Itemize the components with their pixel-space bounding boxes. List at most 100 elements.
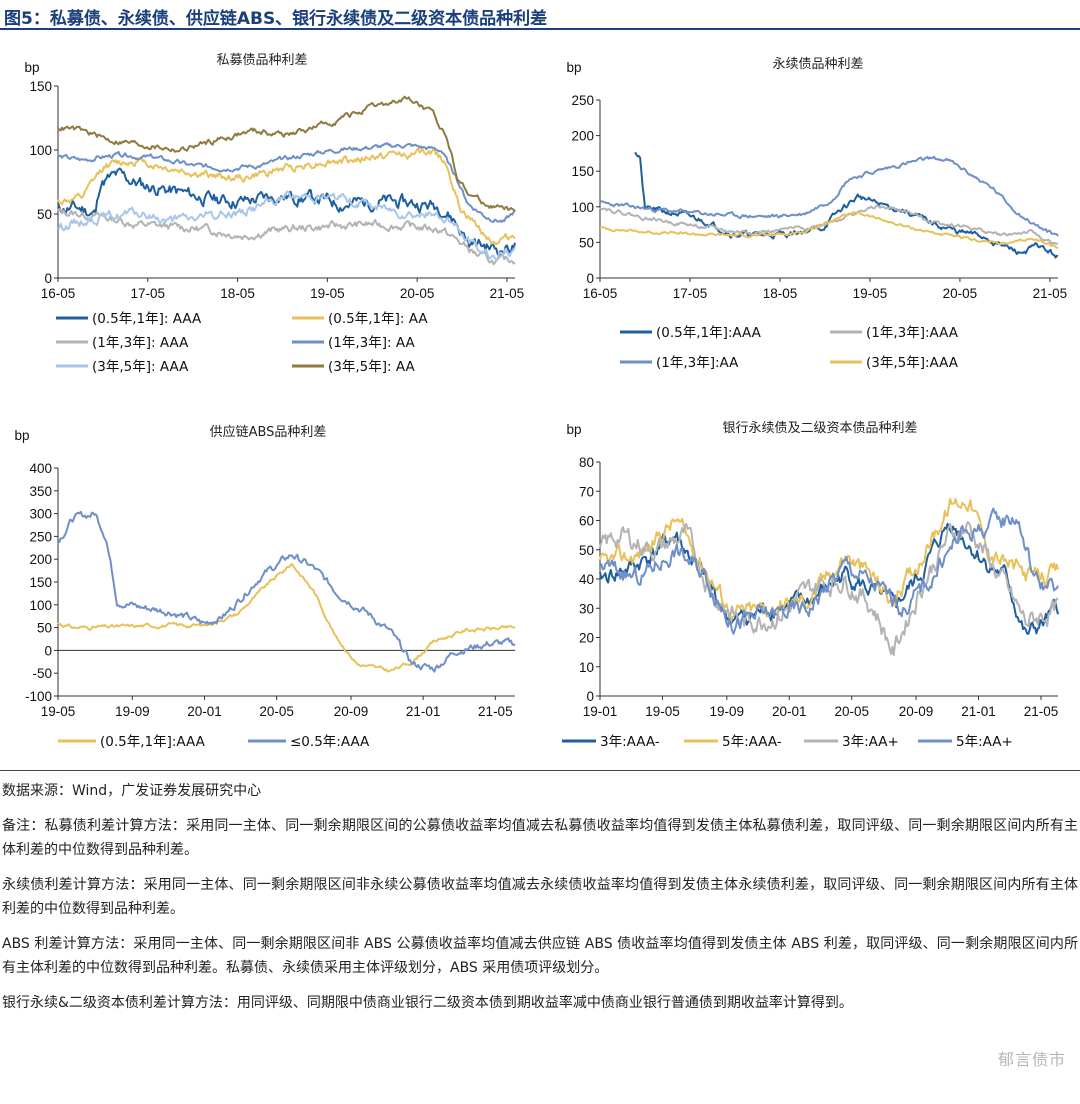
legend-label: (1年,3年]: AAA	[92, 335, 189, 351]
y-tick-label: 20	[579, 631, 594, 646]
series-line	[599, 521, 1059, 657]
chart-title: 私募债品种利差	[216, 53, 307, 68]
series-line	[634, 151, 1059, 259]
legend-label: (0.5年,1年]:AAA	[100, 734, 206, 750]
y-tick-label: 200	[571, 129, 594, 144]
x-tick-label: 18-05	[220, 286, 255, 301]
y-tick-label: 30	[579, 601, 594, 616]
note-abs: ABS 利差计算方法：采用同一主体、同一剩余期限区间非 ABS 公募债收益率均值…	[2, 936, 1078, 976]
y-tick-label: 350	[29, 484, 52, 499]
x-tick-label: 17-05	[673, 286, 708, 301]
x-tick-label: 20-05	[943, 286, 978, 301]
y-tick-label: 100	[571, 200, 594, 215]
y-axis-unit: bp	[566, 60, 581, 75]
y-tick-label: -50	[32, 666, 52, 681]
y-tick-label: 250	[29, 529, 52, 544]
x-tick-label: 19-09	[115, 704, 150, 719]
legend-label: (0.5年,1年]:AAA	[656, 325, 762, 341]
y-tick-label: -100	[25, 689, 52, 704]
series-line	[600, 211, 1059, 250]
legend-label: (0.5年,1年]: AAA	[92, 311, 202, 327]
x-tick-label: 20-09	[899, 704, 934, 719]
y-tick-label: 250	[571, 93, 594, 108]
x-tick-label: 20-05	[400, 286, 435, 301]
notes-section: 数据来源：Wind，广发证券发展研究中心 备注：私募债利差计算方法：采用同一主体…	[0, 770, 1080, 1104]
legend-label: (0.5年,1年]: AA	[328, 311, 428, 327]
series-line	[57, 190, 516, 262]
series-line	[57, 147, 516, 246]
x-tick-label: 20-05	[259, 704, 294, 719]
x-tick-label: 20-01	[187, 704, 222, 719]
x-tick-label: 19-09	[710, 704, 745, 719]
y-tick-label: 150	[29, 575, 52, 590]
x-tick-label: 21-05	[1033, 286, 1068, 301]
y-tick-label: 50	[579, 235, 594, 250]
y-tick-label: 0	[44, 643, 52, 658]
x-tick-label: 20-09	[334, 704, 369, 719]
data-source: 数据来源：Wind，广发证券发展研究中心	[2, 783, 262, 799]
series-line	[57, 207, 516, 266]
series-line	[57, 95, 516, 213]
note-private-placement: 备注：私募债利差计算方法：采用同一主体、同一剩余期限区间的公募债收益率均值减去私…	[2, 818, 1078, 858]
bank-capital-bond-spread-chart: 银行永续债及二级资本债品种利差 bp 0 10 20 30 40 50 60 70 80 19-01 1…	[562, 421, 1059, 750]
y-tick-label: 50	[579, 543, 594, 558]
series-line	[599, 155, 1059, 237]
x-tick-label: 19-05	[645, 704, 680, 719]
y-tick-label: 80	[579, 455, 594, 470]
y-tick-label: 100	[29, 598, 52, 613]
private-placement-spread-chart: 私募债品种利差 bp 0 50 100 150 16-05 17-05 18-05 19-05 20…	[24, 53, 525, 375]
x-tick-label: 21-01	[406, 704, 441, 719]
x-tick-label: 19-01	[583, 704, 618, 719]
y-tick-label: 0	[586, 271, 594, 286]
x-tick-label: 16-05	[41, 286, 76, 301]
x-tick-label: 20-05	[834, 704, 869, 719]
x-tick-label: 16-05	[583, 286, 618, 301]
x-tick-label: 17-05	[131, 286, 166, 301]
y-tick-label: 60	[579, 514, 594, 529]
y-tick-label: 50	[37, 207, 52, 222]
legend-label: 3年:AAA-	[600, 734, 660, 750]
y-tick-label: 0	[44, 271, 52, 286]
legend-label: (3年,5年]: AAA	[92, 359, 189, 375]
chart-title: 供应链ABS品种利差	[210, 424, 327, 440]
watermark: 郁言债市	[997, 1050, 1066, 1069]
y-tick-label: 150	[29, 79, 52, 94]
legend-label: (1年,3年]:AA	[656, 355, 739, 371]
y-tick-label: 200	[29, 552, 52, 567]
supply-chain-abs-spread-chart: 供应链ABS品种利差 bp -100 -50 0 50 100 150 200 250 300 350…	[14, 424, 516, 750]
x-tick-label: 19-05	[41, 704, 76, 719]
series-line	[57, 510, 516, 673]
legend-label: (3年,5年]:AAA	[866, 355, 959, 371]
y-tick-label: 40	[579, 572, 594, 587]
legend-label: 5年:AAA-	[722, 734, 782, 750]
series-line	[57, 167, 516, 259]
series-line	[57, 142, 516, 223]
y-axis-unit: bp	[566, 422, 581, 437]
x-tick-label: 19-05	[310, 286, 345, 301]
legend-label: 5年:AA+	[956, 734, 1013, 750]
x-tick-label: 21-05	[478, 704, 513, 719]
series-line	[599, 507, 1059, 635]
x-tick-label: 21-05	[490, 286, 525, 301]
y-axis-unit: bp	[14, 428, 29, 443]
x-tick-label: 21-05	[1024, 704, 1059, 719]
y-tick-label: 300	[29, 507, 52, 522]
y-tick-label: 50	[37, 621, 52, 636]
y-tick-label: 400	[29, 461, 52, 476]
legend-label: (1年,3年]:AAA	[866, 325, 959, 341]
chart-title: 永续债品种利差	[772, 57, 863, 72]
x-tick-label: 21-01	[961, 704, 996, 719]
x-tick-label: 19-05	[853, 286, 888, 301]
y-tick-label: 10	[579, 660, 594, 675]
chart-title: 银行永续债及二级资本债品种利差	[722, 421, 917, 436]
legend-label: 3年:AA+	[842, 734, 899, 750]
legend-label: ≤0.5年:AAA	[290, 734, 370, 750]
x-tick-label: 18-05	[763, 286, 798, 301]
x-tick-label: 20-01	[772, 704, 807, 719]
legend-label: (1年,3年]: AA	[328, 335, 415, 351]
note-perpetual: 永续债利差计算方法：采用同一主体、同一剩余期限区间非永续公募债收益率均值减去永续…	[2, 877, 1078, 917]
y-axis-unit: bp	[24, 60, 39, 75]
y-tick-label: 70	[579, 484, 594, 499]
note-bank: 银行永续&二级资本债利差计算方法：用同评级、同期限中债商业银行二级资本债到期收益…	[2, 995, 853, 1011]
figure-title: 图5：私募债、永续债、供应链ABS、银行永续债及二级资本债品种利差	[0, 0, 1080, 30]
